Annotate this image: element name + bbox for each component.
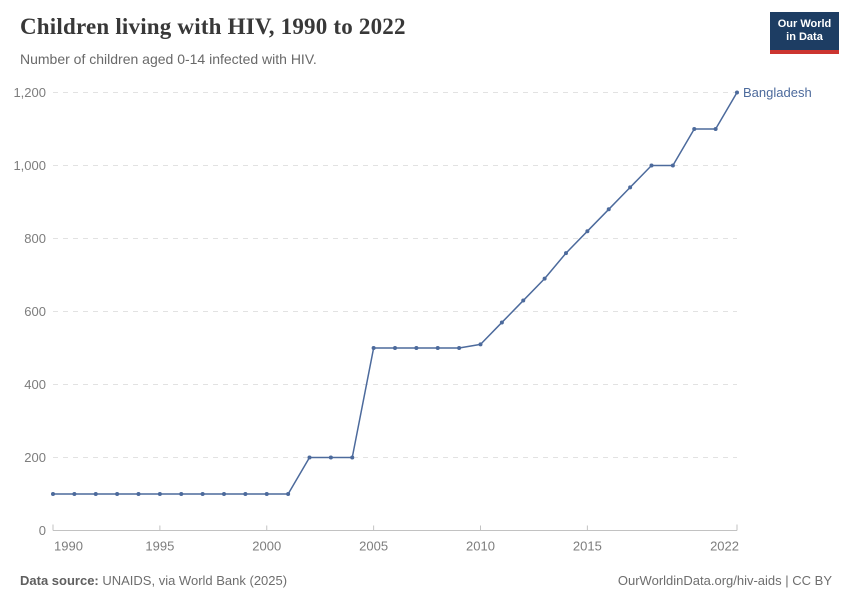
data-point-1996[interactable] [179, 492, 184, 496]
data-point-2010[interactable] [478, 342, 483, 347]
x-tick-label-1990: 1990 [54, 539, 83, 554]
data-point-2002[interactable] [307, 455, 312, 460]
y-tick-label-800: 800 [24, 231, 46, 246]
data-point-1990[interactable] [51, 492, 55, 496]
owid-logo-line1: Our World [777, 18, 832, 30]
data-source: Data source: UNAIDS, via World Bank (202… [20, 573, 287, 588]
data-point-2004[interactable] [350, 455, 355, 460]
data-point-2003[interactable] [328, 455, 333, 460]
data-source-text: UNAIDS, via World Bank (2025) [98, 573, 288, 588]
data-point-2012[interactable] [521, 298, 526, 303]
data-point-1995[interactable] [157, 492, 162, 496]
data-point-2000[interactable] [264, 492, 269, 496]
data-source-label: Data source: [20, 573, 99, 588]
data-point-1999[interactable] [243, 492, 248, 496]
owid-license-link[interactable]: OurWorldinData.org/hiv-aids | CC BY [617, 573, 832, 588]
data-point-1994[interactable] [136, 492, 141, 496]
data-point-2013[interactable] [542, 276, 547, 281]
data-point-2020[interactable] [692, 127, 697, 131]
data-point-2017[interactable] [628, 185, 633, 190]
y-tick-label-1200: 1,200 [13, 85, 46, 100]
data-point-1998[interactable] [222, 492, 226, 496]
data-point-2021[interactable] [713, 127, 718, 131]
data-point-2007[interactable] [414, 346, 419, 350]
x-tick-label-2000: 2000 [252, 539, 281, 554]
chart-subtitle: Number of children aged 0-14 infected wi… [20, 51, 317, 67]
x-tick-label-2005: 2005 [359, 539, 388, 554]
page-title: Children living with HIV, 1990 to 2022 [20, 14, 406, 39]
owid-logo[interactable]: Our World in Data [770, 12, 839, 54]
data-point-1991[interactable] [72, 492, 77, 496]
data-point-2019[interactable] [670, 163, 675, 168]
x-tick-label-1995: 1995 [145, 539, 174, 554]
series-label-bangladesh[interactable]: Bangladesh [743, 85, 812, 100]
data-point-2011[interactable] [499, 320, 504, 325]
data-point-2009[interactable] [457, 346, 462, 350]
data-point-1997[interactable] [200, 492, 205, 496]
data-point-1993[interactable] [115, 492, 120, 496]
y-tick-label-600: 600 [24, 304, 46, 319]
x-tick-label-2022: 2022 [710, 539, 739, 554]
y-tick-label-400: 400 [24, 377, 46, 392]
x-tick-label-2010: 2010 [466, 539, 495, 554]
owid-logo-line2: in Data [786, 31, 823, 43]
data-point-2018[interactable] [649, 163, 654, 168]
y-tick-label-200: 200 [24, 450, 46, 465]
x-tick-label-2015: 2015 [573, 539, 602, 554]
data-point-1992[interactable] [93, 492, 98, 496]
data-point-2008[interactable] [435, 346, 440, 350]
data-point-2014[interactable] [564, 251, 568, 256]
data-point-2001[interactable] [286, 492, 291, 496]
y-tick-label-1000: 1,000 [13, 158, 46, 173]
data-point-2022[interactable] [735, 90, 739, 95]
chart-line-bangladesh[interactable] [53, 92, 738, 495]
data-point-2005[interactable] [371, 346, 376, 350]
data-point-2006[interactable] [393, 346, 397, 350]
data-point-2016[interactable] [606, 207, 611, 212]
data-point-2015[interactable] [585, 229, 590, 234]
chart-footer: Data source: UNAIDS, via World Bank (202… [20, 573, 832, 588]
y-tick-label-0: 0 [39, 523, 46, 538]
